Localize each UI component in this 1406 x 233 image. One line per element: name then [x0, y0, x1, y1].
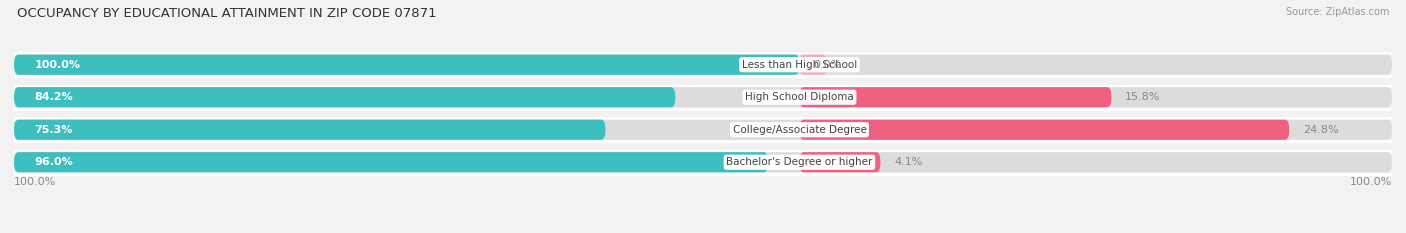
Text: 100.0%: 100.0% [14, 177, 56, 187]
FancyBboxPatch shape [14, 87, 1392, 107]
FancyBboxPatch shape [14, 152, 1392, 172]
FancyBboxPatch shape [14, 120, 606, 140]
Text: Less than High School: Less than High School [742, 60, 858, 70]
FancyBboxPatch shape [800, 120, 1289, 140]
Text: 84.2%: 84.2% [35, 92, 73, 102]
FancyBboxPatch shape [14, 120, 1392, 140]
FancyBboxPatch shape [800, 87, 1112, 107]
FancyBboxPatch shape [14, 55, 800, 75]
FancyBboxPatch shape [14, 152, 768, 172]
Text: 75.3%: 75.3% [35, 125, 73, 135]
Text: College/Associate Degree: College/Associate Degree [733, 125, 866, 135]
Text: Bachelor's Degree or higher: Bachelor's Degree or higher [727, 157, 873, 167]
FancyBboxPatch shape [14, 87, 675, 107]
FancyBboxPatch shape [800, 152, 880, 172]
Text: 100.0%: 100.0% [35, 60, 80, 70]
Text: OCCUPANCY BY EDUCATIONAL ATTAINMENT IN ZIP CODE 07871: OCCUPANCY BY EDUCATIONAL ATTAINMENT IN Z… [17, 7, 436, 20]
Text: 15.8%: 15.8% [1125, 92, 1160, 102]
Text: 24.8%: 24.8% [1303, 125, 1339, 135]
Text: Source: ZipAtlas.com: Source: ZipAtlas.com [1285, 7, 1389, 17]
FancyBboxPatch shape [800, 55, 827, 75]
FancyBboxPatch shape [14, 55, 1392, 75]
Text: 100.0%: 100.0% [1350, 177, 1392, 187]
Text: 4.1%: 4.1% [894, 157, 922, 167]
Text: 96.0%: 96.0% [35, 157, 73, 167]
Text: 0.0%: 0.0% [813, 60, 841, 70]
Text: High School Diploma: High School Diploma [745, 92, 853, 102]
